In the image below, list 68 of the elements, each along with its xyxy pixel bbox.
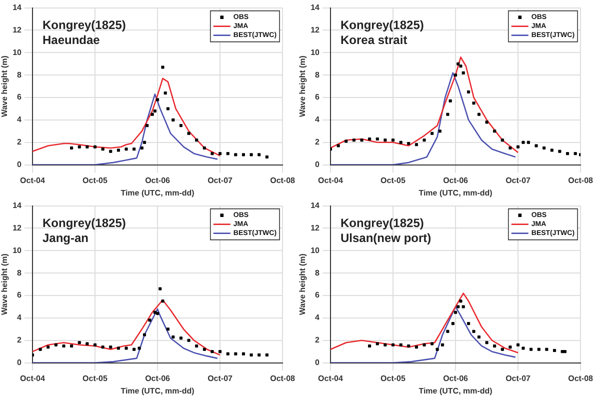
- x-tick-label: Oct-08: [270, 374, 296, 383]
- x-tick-label: Oct-05: [380, 374, 406, 383]
- y-tick-label: 14: [310, 3, 320, 12]
- y-tick-label: 14: [12, 201, 22, 210]
- y-axis-title: Wave height (m): [0, 55, 10, 118]
- y-axis-title: Wave height (m): [298, 253, 308, 316]
- y-tick-label: 10: [310, 48, 320, 57]
- text: Jang-an: [42, 231, 89, 246]
- text: Haeundae: [42, 33, 100, 48]
- y-tick-label: 6: [17, 290, 22, 300]
- text: Ulsan(new port): [340, 231, 432, 246]
- y-tick-label: 2: [315, 336, 320, 345]
- text: Kongrey(1825): [42, 18, 126, 32]
- y-tick-label: 12: [310, 223, 320, 232]
- y-tick-label: 14: [310, 201, 320, 210]
- x-axis-title: Time (UTC, mm-dd): [120, 386, 195, 396]
- x-tick-label: Oct-04: [20, 176, 46, 185]
- y-tick-label: 14: [12, 3, 22, 12]
- x-tick-label: Oct-04: [318, 176, 344, 185]
- x-tick-label: Oct-08: [270, 176, 296, 185]
- x-tick-label: Oct-04: [318, 374, 344, 383]
- y-tick-label: 8: [315, 70, 320, 80]
- y-tick-label: 4: [17, 115, 22, 124]
- y-tick-label: 2: [17, 138, 22, 147]
- x-tick-label: Oct-08: [568, 374, 594, 383]
- y-tick-label: 10: [12, 246, 22, 255]
- x-axis-title: Time (UTC, mm-dd): [418, 188, 493, 198]
- x-tick-label: Oct-05: [82, 176, 108, 185]
- x-tick-label: Oct-07: [208, 176, 234, 185]
- x-tick-label: Oct-04: [20, 374, 46, 383]
- y-tick-label: 8: [17, 70, 22, 80]
- x-tick-label: Oct-06: [145, 374, 171, 383]
- y-tick-label: 0: [17, 358, 22, 368]
- y-tick-label: 10: [310, 246, 320, 255]
- text: Kongrey(1825): [42, 216, 126, 230]
- y-tick-label: 8: [315, 268, 320, 278]
- y-tick-label: 12: [12, 223, 22, 232]
- y-tick-label: 12: [310, 25, 320, 34]
- y-tick-label: 2: [17, 336, 22, 345]
- y-tick-label: 0: [17, 160, 22, 170]
- y-tick-label: 0: [315, 358, 320, 368]
- y-tick-label: 6: [315, 290, 320, 300]
- x-tick-label: Oct-06: [443, 374, 469, 383]
- y-tick-label: 6: [17, 92, 22, 102]
- y-tick-label: 8: [17, 268, 22, 278]
- x-tick-label: Oct-08: [568, 176, 594, 185]
- y-axis-title: Wave height (m): [298, 55, 308, 118]
- x-tick-label: Oct-05: [380, 176, 406, 185]
- y-tick-label: 10: [12, 48, 22, 57]
- y-tick-label: 6: [315, 92, 320, 102]
- text: Kongrey(1825): [340, 216, 424, 230]
- x-axis-title: Time (UTC, mm-dd): [120, 188, 195, 198]
- y-tick-label: 4: [17, 313, 22, 322]
- x-tick-label: Oct-06: [443, 176, 469, 185]
- y-tick-label: 4: [315, 313, 320, 322]
- text: Korea strait: [340, 33, 408, 48]
- x-tick-label: Oct-07: [506, 374, 532, 383]
- y-tick-label: 12: [12, 25, 22, 34]
- y-tick-label: 4: [315, 115, 320, 124]
- x-tick-label: Oct-06: [145, 176, 171, 185]
- text: Kongrey(1825): [340, 18, 424, 32]
- x-tick-label: Oct-07: [506, 176, 532, 185]
- x-tick-label: Oct-07: [208, 374, 234, 383]
- y-axis-title: Wave height (m): [0, 253, 10, 316]
- y-tick-label: 2: [315, 138, 320, 147]
- x-axis-title: Time (UTC, mm-dd): [418, 386, 493, 396]
- x-tick-label: Oct-05: [82, 374, 108, 383]
- y-tick-label: 0: [315, 160, 320, 170]
